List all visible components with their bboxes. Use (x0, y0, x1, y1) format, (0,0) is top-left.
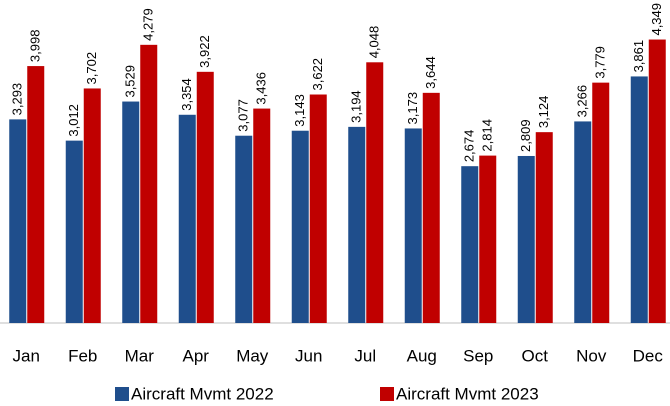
bar (348, 126, 366, 324)
bar (592, 82, 610, 323)
bar (574, 121, 592, 323)
bar (196, 71, 214, 323)
value-label: 3,266 (575, 85, 590, 118)
value-label: 3,702 (84, 52, 99, 85)
bar (83, 88, 101, 324)
value-label: 3,436 (254, 72, 269, 105)
legend-label: Aircraft Mvmt 2023 (396, 384, 539, 403)
x-tick-label: Mar (125, 346, 155, 365)
value-label: 3,998 (28, 30, 43, 63)
bar (235, 135, 253, 323)
value-label: 3,922 (197, 35, 212, 68)
x-tick-label: Jun (295, 346, 322, 365)
bar (461, 166, 479, 323)
bar (422, 92, 440, 323)
value-label: 3,529 (123, 65, 138, 98)
bar (178, 114, 196, 324)
bar (630, 76, 648, 323)
x-tick-label: May (236, 346, 269, 365)
bar (253, 108, 271, 323)
value-label: 4,048 (367, 26, 382, 59)
bar (404, 128, 422, 323)
value-label: 3,354 (179, 78, 194, 111)
bar (479, 155, 497, 323)
value-label: 2,674 (462, 130, 477, 163)
value-label: 3,861 (631, 40, 646, 73)
value-label: 3,779 (593, 46, 608, 79)
value-label: 3,143 (292, 94, 307, 127)
bar (65, 140, 83, 323)
value-label: 3,644 (423, 56, 438, 89)
x-tick-label: Sep (463, 346, 493, 365)
x-tick-label: Feb (68, 346, 97, 365)
legend-label: Aircraft Mvmt 2022 (131, 384, 274, 403)
bar (291, 130, 309, 323)
x-tick-label: Jan (13, 346, 40, 365)
bar (140, 44, 158, 324)
value-label: 3,012 (66, 104, 81, 137)
legend-swatch (115, 387, 129, 401)
bar (122, 101, 140, 323)
value-label: 3,293 (10, 83, 25, 116)
bar (27, 66, 45, 323)
value-label: 4,279 (141, 8, 156, 41)
bar (648, 39, 666, 323)
value-label: 3,173 (405, 92, 420, 125)
value-label: 2,809 (518, 119, 533, 152)
value-label: 3,077 (236, 99, 251, 132)
bar (366, 62, 384, 324)
bar (535, 132, 553, 323)
value-label: 3,622 (310, 58, 325, 91)
value-label: 2,814 (480, 119, 495, 152)
value-label: 3,124 (536, 96, 551, 129)
x-tick-label: Oct (522, 346, 549, 365)
x-tick-label: Apr (183, 346, 210, 365)
bar (9, 119, 27, 323)
bar (517, 155, 535, 323)
x-tick-label: Dec (633, 346, 664, 365)
value-label: 4,349 (649, 3, 664, 36)
bar (309, 94, 327, 323)
value-label: 3,194 (349, 90, 364, 123)
x-tick-label: Aug (407, 346, 437, 365)
x-tick-label: Jul (354, 346, 376, 365)
legend-swatch (380, 387, 394, 401)
x-tick-label: Nov (576, 346, 607, 365)
